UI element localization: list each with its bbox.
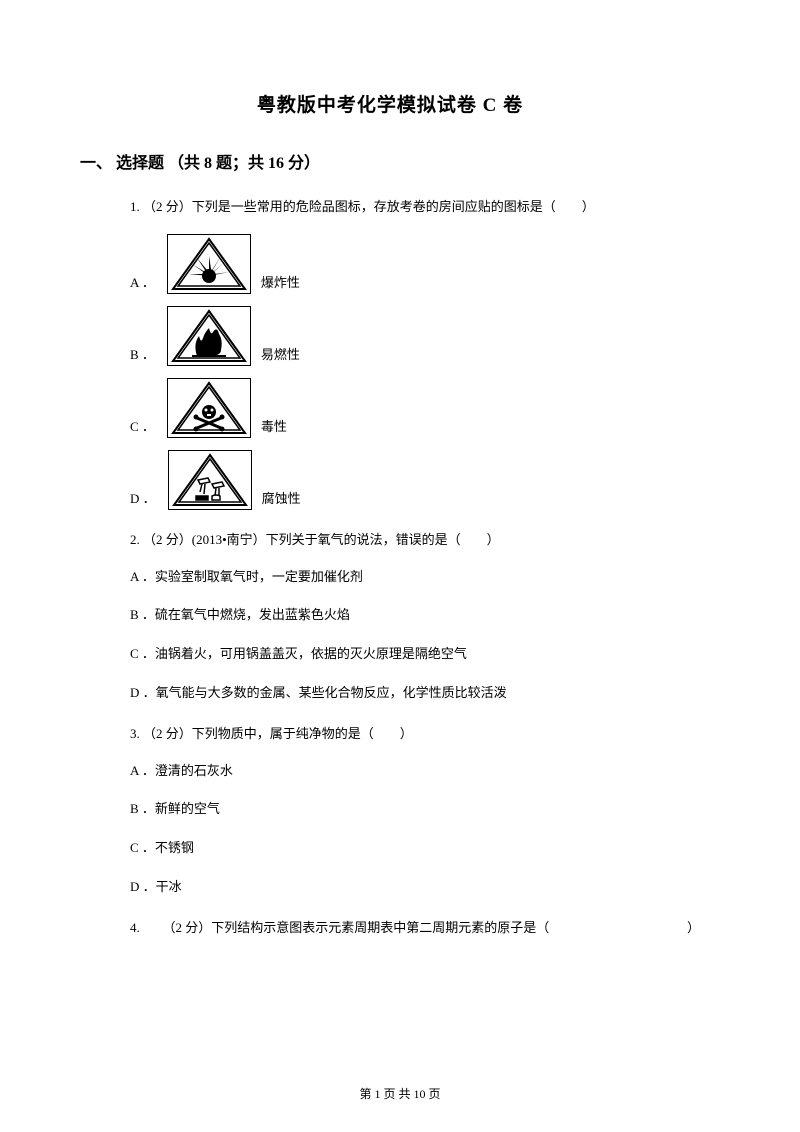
q3-option-a: A ．澄清的石灰水 bbox=[130, 761, 700, 782]
option-letter: B ． bbox=[130, 345, 155, 366]
q3-option-d: D ．干冰 bbox=[130, 877, 700, 898]
q4-stem-left: 4. （2 分）下列结构示意图表示元素周期表中第二周期元素的原子是（ bbox=[130, 918, 549, 939]
option-label: 易燃性 bbox=[261, 345, 300, 366]
toxic-hazard-icon bbox=[167, 378, 251, 438]
q2-option-c: C ．油锅着火，可用锅盖盖灭，依据的灭火原理是隔绝空气 bbox=[130, 644, 700, 665]
option-letter: A ． bbox=[130, 273, 155, 294]
option-label: 腐蚀性 bbox=[262, 489, 301, 510]
q2-option-a: A ．实验室制取氧气时，一定要加催化剂 bbox=[130, 567, 700, 588]
section-header: 一、 选择题 （共 8 题；共 16 分） bbox=[80, 149, 700, 173]
q3-option-b: B ．新鲜的空气 bbox=[130, 799, 700, 820]
q2-option-d: D ．氧气能与大多数的金属、某些化合物反应，化学性质比较活泼 bbox=[130, 683, 700, 704]
q4-stem: 4. （2 分）下列结构示意图表示元素周期表中第二周期元素的原子是（ ） bbox=[130, 918, 700, 939]
page-title: 粤教版中考化学模拟试卷 C 卷 bbox=[80, 90, 700, 117]
q4-stem-right: ） bbox=[687, 918, 700, 939]
q1-option-b: B ． 易燃性 bbox=[130, 306, 700, 366]
q1-stem: 1. （2 分）下列是一些常用的危险品图标，存放考卷的房间应贴的图标是（ ） bbox=[130, 197, 700, 218]
flammable-hazard-icon bbox=[167, 306, 251, 366]
explosion-hazard-icon bbox=[167, 234, 251, 294]
q3-option-c: C ．不锈钢 bbox=[130, 838, 700, 859]
questions-container: 1. （2 分）下列是一些常用的危险品图标，存放考卷的房间应贴的图标是（ ） A… bbox=[80, 197, 700, 939]
corrosive-hazard-icon bbox=[168, 450, 252, 510]
page-footer: 第 1 页 共 10 页 bbox=[0, 1085, 800, 1102]
q1-option-a: A ． 爆炸性 bbox=[130, 234, 700, 294]
q1-option-c: C ． 毒性 bbox=[130, 378, 700, 438]
q2-option-b: B ．硫在氧气中燃烧，发出蓝紫色火焰 bbox=[130, 605, 700, 626]
option-label: 爆炸性 bbox=[261, 273, 300, 294]
q1-option-d: D ． 腐蚀性 bbox=[130, 450, 700, 510]
q2-stem: 2. （2 分）(2013•南宁）下列关于氧气的说法，错误的是（ ） bbox=[130, 530, 700, 551]
option-letter: D ． bbox=[130, 489, 156, 510]
option-label: 毒性 bbox=[261, 417, 287, 438]
q3-stem: 3. （2 分）下列物质中，属于纯净物的是（ ） bbox=[130, 724, 700, 745]
option-letter: C ． bbox=[130, 417, 155, 438]
